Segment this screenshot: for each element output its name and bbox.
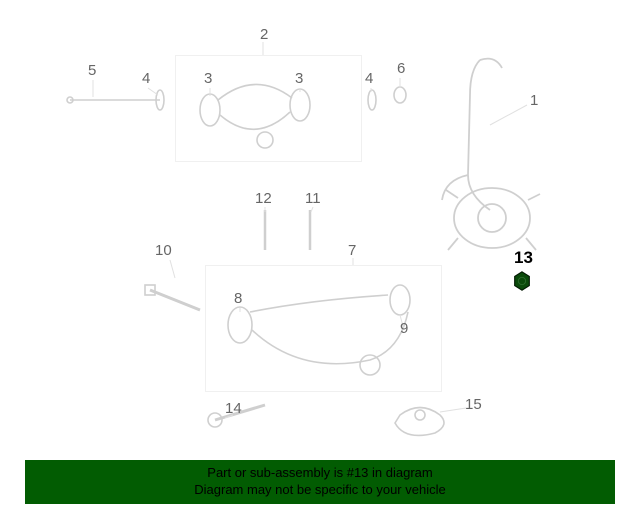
callout-12: 12 [255, 190, 272, 207]
callout-15: 15 [465, 396, 482, 413]
callout-2: 2 [260, 26, 268, 43]
callout-3b: 3 [295, 70, 303, 87]
callout-7: 7 [348, 242, 356, 259]
callout-13: 13 [514, 248, 533, 268]
highlighted-part-13 [511, 270, 533, 292]
callout-4a: 4 [142, 70, 150, 87]
callout-9: 9 [400, 320, 408, 337]
callout-10: 10 [155, 242, 172, 259]
callout-6: 6 [397, 60, 405, 77]
caption-line2: Diagram may not be specific to your vehi… [194, 482, 445, 499]
callout-8: 8 [234, 290, 242, 307]
callout-3a: 3 [204, 70, 212, 87]
callout-5: 5 [88, 62, 96, 79]
callout-1: 1 [530, 92, 538, 109]
callout-14: 14 [225, 400, 242, 417]
callout-4b: 4 [365, 70, 373, 87]
callout-11: 11 [305, 190, 321, 207]
caption-line1: Part or sub-assembly is #13 in diagram [207, 465, 432, 482]
caption-bar: Part or sub-assembly is #13 in diagram D… [25, 460, 615, 504]
